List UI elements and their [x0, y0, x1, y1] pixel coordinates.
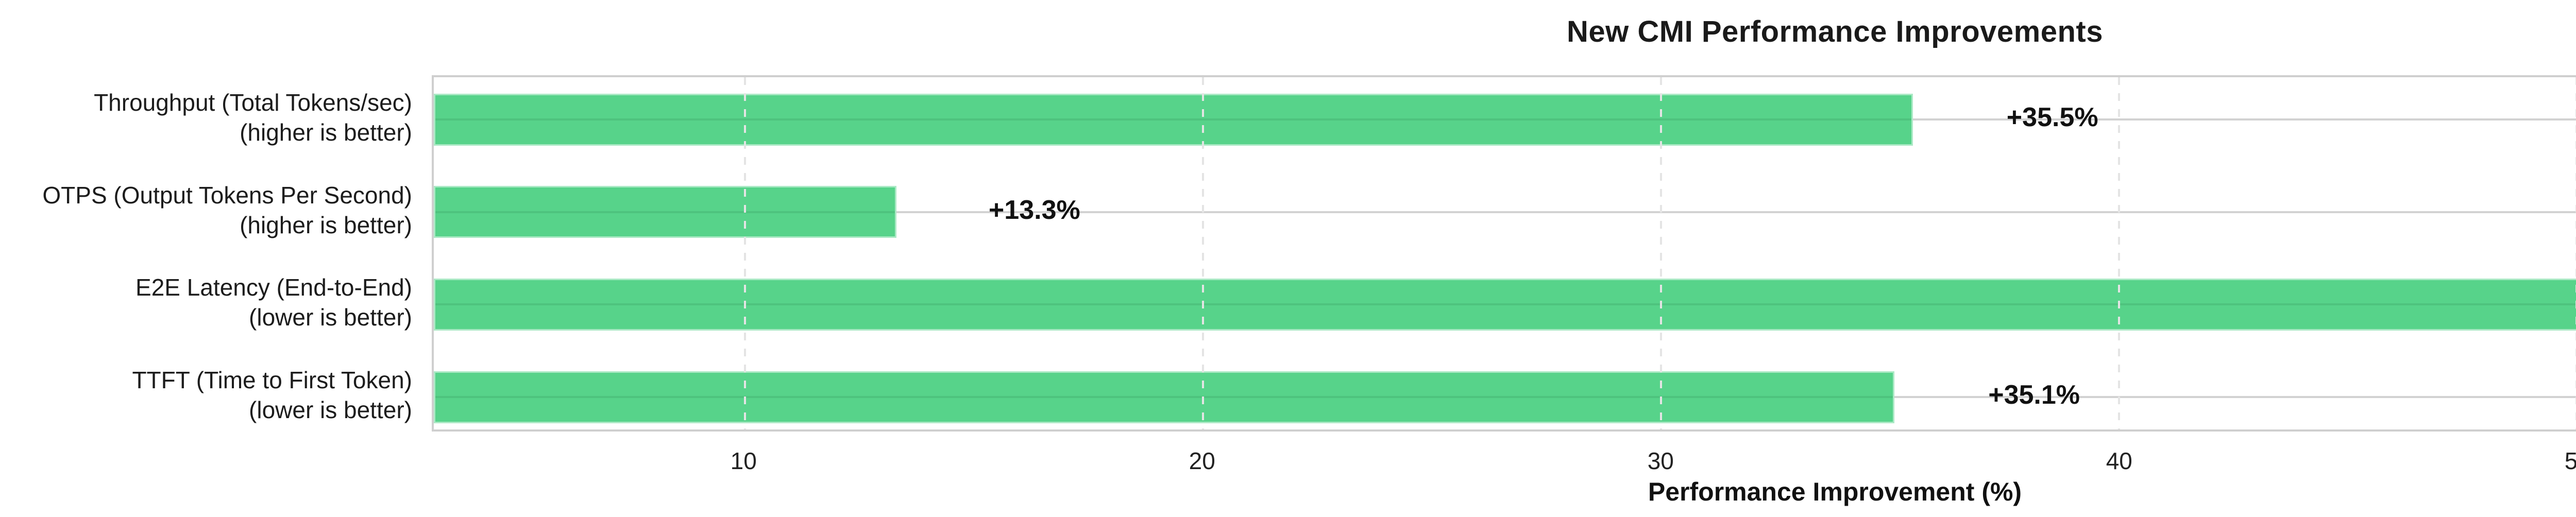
plot-area: [432, 75, 2576, 432]
category-label-line1: Throughput (Total Tokens/sec): [94, 89, 412, 116]
x-axis-label: Performance Improvement (%): [1648, 477, 2022, 506]
x-tick-label: 10: [730, 447, 757, 474]
gridline-v: [1202, 77, 1205, 429]
category-label: TTFT (Time to First Token) (lower is bett…: [0, 365, 412, 425]
gridline-h: [434, 211, 2576, 213]
bar: [434, 278, 2576, 331]
category-label-line1: E2E Latency (End-to-End): [135, 274, 412, 301]
chart-title: New CMI Performance Improvements: [1567, 15, 2103, 48]
category-label-line2: (higher is better): [240, 211, 412, 238]
category-label: Throughput (Total Tokens/sec) (higher is …: [0, 88, 412, 147]
gridline-v: [2117, 77, 2120, 429]
category-label-line2: (lower is better): [249, 304, 412, 331]
x-tick-label: 30: [1647, 447, 1674, 474]
bar-center-stripe: [435, 303, 2576, 306]
category-label-line1: TTFT (Time to First Token): [132, 367, 412, 393]
x-tick-label: 50: [2564, 447, 2576, 474]
bar-value-label: +35.5%: [2006, 102, 2098, 132]
bar: [434, 93, 1913, 146]
bar: [434, 186, 896, 238]
bar-value-label: +35.1%: [1988, 380, 2080, 410]
x-tick-label: 40: [2106, 447, 2132, 474]
category-label: E2E Latency (End-to-End) (lower is better…: [0, 272, 412, 332]
gridline-v: [744, 77, 747, 429]
bar-center-stripe: [435, 211, 895, 213]
category-label-line1: OTPS (Output Tokens Per Second): [42, 181, 412, 209]
bar: [434, 371, 1895, 423]
category-label-line2: (higher is better): [240, 119, 412, 146]
bar-center-stripe: [435, 118, 1911, 120]
bar-center-stripe: [435, 396, 1893, 398]
category-label: OTPS (Output Tokens Per Second) (higher i…: [0, 180, 412, 240]
x-tick-label: 20: [1189, 447, 1215, 474]
bar-value-label: +13.3%: [988, 195, 1080, 225]
gridline-v: [1659, 77, 1662, 429]
category-label-line2: (lower is better): [249, 397, 412, 423]
